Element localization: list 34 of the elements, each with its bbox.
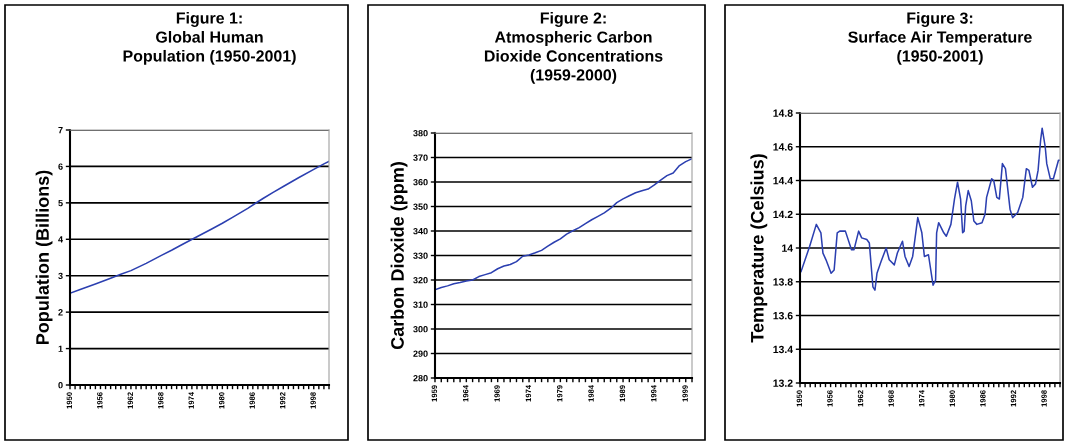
- y-tick-label: 0: [58, 381, 63, 389]
- chart-title: Figure 2: Atmospheric Carbon Dioxide Concentrations (1959-2000): [484, 12, 663, 84]
- y-tick-label: 6: [58, 163, 63, 170]
- y-tick-label: 7: [58, 127, 63, 134]
- y-axis-title: Population (Billions): [35, 170, 53, 345]
- y-tick-label: 14.8: [773, 109, 793, 117]
- y-tick-label: 2: [58, 309, 63, 316]
- y-tick-label: 380: [413, 129, 428, 137]
- chart-title: Figure 3: Surface Air Temperature (1950-2001): [848, 12, 1032, 65]
- y-tick-label: 1: [58, 345, 63, 352]
- y-tick-label: 340: [413, 227, 428, 235]
- chart-title: Figure 1: Global Human Population (1950-2001): [123, 12, 296, 65]
- y-tick-label: 350: [413, 203, 428, 210]
- y-tick-label: 14.4: [773, 177, 793, 185]
- y-tick-label: 330: [413, 252, 428, 259]
- y-tick-label: 310: [413, 301, 428, 308]
- y-tick-label: 14.2: [773, 210, 793, 219]
- y-axis-title: Temperature (Celsius): [750, 154, 768, 343]
- y-tick-label: 13.2: [773, 379, 793, 387]
- y-tick-label: 14.6: [773, 143, 793, 151]
- y-tick-label: 300: [413, 325, 428, 333]
- y-tick-label: 280: [413, 374, 428, 382]
- y-tick-label: 5: [58, 199, 63, 207]
- y-tick-label: 13.8: [773, 278, 793, 286]
- y-tick-label: 360: [413, 178, 428, 186]
- y-tick-label: 320: [413, 276, 428, 284]
- y-tick-label: 3: [58, 272, 63, 280]
- y-tick-label: 370: [413, 154, 428, 161]
- y-tick-label: 290: [413, 350, 428, 357]
- y-tick-label: 13.6: [773, 312, 793, 320]
- y-tick-label: 4: [58, 236, 64, 243]
- y-axis-title: Carbon Dioxide (ppm): [390, 162, 408, 350]
- y-tick-label: 13.4: [773, 345, 793, 354]
- y-tick-label: 14: [782, 244, 793, 252]
